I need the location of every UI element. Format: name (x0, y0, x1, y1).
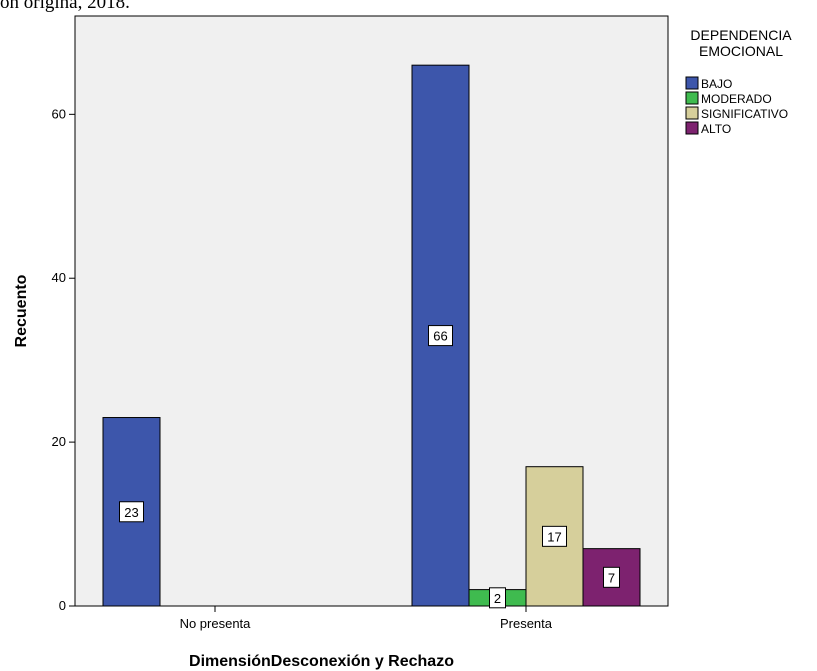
data-label-box (542, 525, 567, 547)
cutoff-caption-text: ón origina, 2018. (0, 0, 130, 13)
legend-label: BAJO (701, 77, 732, 91)
legend-swatch (685, 76, 699, 90)
legend-label: SIGNIFICATIVO (701, 107, 788, 121)
data-label-box (603, 566, 620, 588)
data-label: 66 (433, 329, 447, 344)
y-axis-title: Recuento (13, 274, 30, 347)
y-tick-label: 60 (52, 106, 66, 121)
y-tick-label: 20 (52, 434, 66, 449)
legend-swatch (685, 91, 699, 105)
legend-title: DEPENDENCIA (690, 27, 792, 43)
legend-label: MODERADO (701, 92, 772, 106)
data-label: 7 (608, 570, 615, 585)
legend-label: ALTO (701, 122, 731, 136)
y-tick-label: 0 (59, 598, 66, 613)
y-tick-label: 40 (52, 270, 66, 285)
data-label-box (489, 587, 506, 609)
data-label-box (119, 501, 144, 523)
x-axis-title: DimensiónDesconexión y Rechazo (189, 653, 454, 670)
data-label: 23 (124, 505, 138, 520)
legend-swatch (685, 121, 699, 135)
x-tick-label: No presenta (180, 616, 252, 631)
x-axis: No presenta Presenta (180, 606, 553, 631)
data-label: 17 (547, 529, 561, 544)
y-axis: 0 20 40 60 (52, 106, 75, 613)
data-label-box (428, 325, 453, 347)
legend-swatch (685, 106, 699, 120)
legend-title: EMOCIONAL (699, 43, 783, 59)
data-label-group: 23 66 2 17 7 (119, 325, 620, 609)
x-tick-label: Presenta (500, 616, 553, 631)
data-label: 2 (494, 591, 501, 606)
